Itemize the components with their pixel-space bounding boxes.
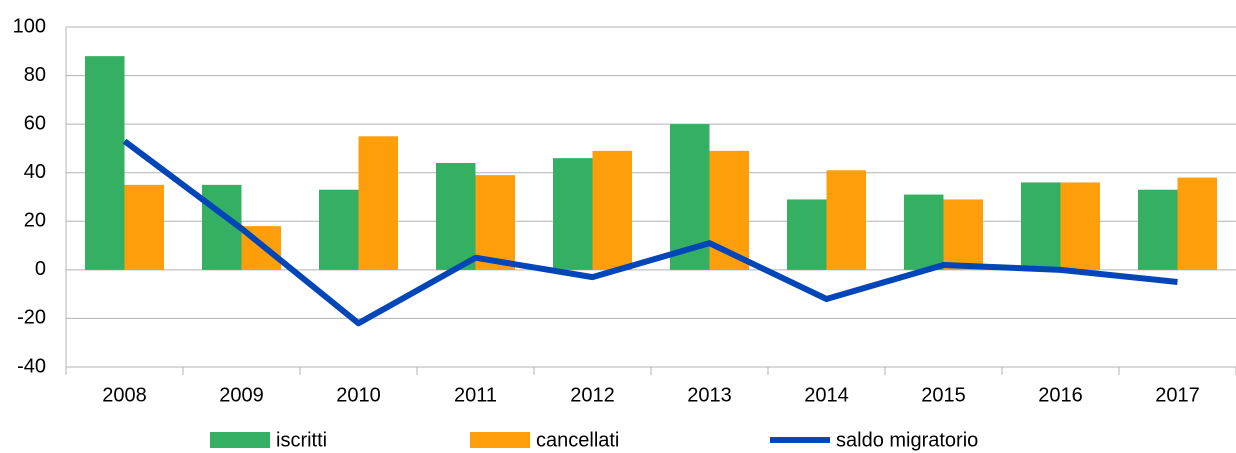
bar bbox=[1138, 189, 1178, 270]
bar bbox=[592, 150, 632, 270]
x-tick-label: 2013 bbox=[687, 384, 732, 406]
bar bbox=[904, 194, 944, 270]
bar bbox=[553, 158, 593, 270]
y-tick-label: 40 bbox=[24, 161, 46, 183]
bar bbox=[1060, 182, 1100, 270]
legend-label: saldo migratorio bbox=[836, 429, 978, 451]
bar bbox=[943, 199, 983, 270]
x-tick-label: 2008 bbox=[102, 384, 147, 406]
bar bbox=[1021, 182, 1061, 270]
y-tick-label: 0 bbox=[35, 258, 46, 280]
legend-swatch bbox=[210, 432, 270, 448]
bar bbox=[436, 163, 476, 270]
bar bbox=[826, 170, 866, 270]
x-tick-label: 2014 bbox=[804, 384, 849, 406]
y-tick-label: 80 bbox=[24, 64, 46, 86]
bar bbox=[124, 184, 164, 270]
y-tick-label: 60 bbox=[24, 112, 46, 134]
y-tick-label: -40 bbox=[17, 355, 46, 377]
bar bbox=[1177, 177, 1217, 270]
y-tick-label: 100 bbox=[13, 15, 46, 37]
y-tick-label: -20 bbox=[17, 307, 46, 329]
bar bbox=[475, 175, 515, 270]
x-tick-label: 2012 bbox=[570, 384, 615, 406]
x-tick-label: 2015 bbox=[921, 384, 966, 406]
x-tick-label: 2009 bbox=[219, 384, 264, 406]
bar bbox=[85, 56, 125, 270]
y-tick-label: 20 bbox=[24, 210, 46, 232]
bar bbox=[319, 189, 359, 270]
line bbox=[122, 138, 1178, 327]
x-tick-label: 2016 bbox=[1038, 384, 1083, 406]
x-tick-label: 2010 bbox=[336, 384, 381, 406]
legend-label: iscritti bbox=[276, 429, 327, 451]
bar bbox=[787, 199, 827, 270]
legend-label: cancellati bbox=[536, 429, 619, 451]
bar bbox=[358, 136, 398, 270]
legend-swatch bbox=[470, 432, 530, 448]
x-tick-label: 2011 bbox=[454, 384, 497, 406]
x-tick-label: 2017 bbox=[1155, 384, 1200, 406]
